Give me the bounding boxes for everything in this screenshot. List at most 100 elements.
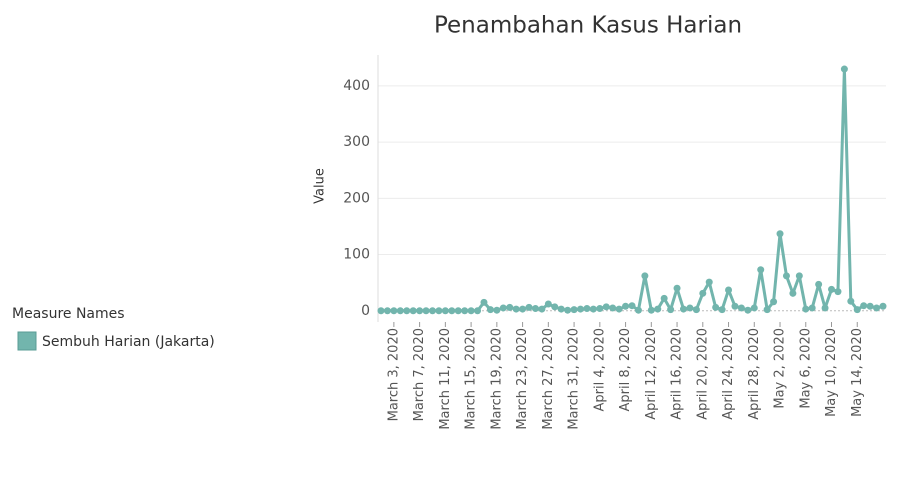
point (564, 306, 572, 314)
y-tick-label: 0 (361, 303, 370, 319)
point (782, 272, 790, 280)
x-tick-label: March 15, 2020 (464, 328, 479, 430)
point (416, 307, 424, 315)
x-tick-label: April 16, 2020 (670, 328, 685, 420)
legend-swatch (17, 331, 37, 351)
point (873, 304, 881, 312)
point (493, 306, 501, 314)
point (525, 303, 533, 311)
y-tick-label: 400 (343, 78, 370, 94)
point (512, 305, 520, 313)
point (544, 300, 552, 308)
point (634, 306, 642, 314)
point (486, 306, 494, 314)
point (660, 294, 668, 302)
point (705, 278, 713, 286)
point (551, 303, 559, 311)
point (377, 307, 385, 315)
x-tick-label: March 7, 2020 (412, 328, 427, 421)
point (403, 307, 411, 315)
point (409, 307, 417, 315)
point (699, 289, 707, 297)
line (381, 67, 884, 313)
x-tick-label: May 6, 2020 (798, 328, 813, 409)
point (667, 306, 675, 314)
point (448, 307, 456, 315)
x-tick-label: April 4, 2020 (592, 328, 607, 411)
point (589, 305, 597, 313)
point (776, 230, 784, 238)
x-tick-label: April 28, 2020 (747, 328, 762, 420)
point (383, 307, 391, 315)
x-tick-label: April 8, 2020 (618, 328, 633, 411)
chart-title: Penambahan Kasus Harian (434, 13, 742, 39)
x-tick-label: May 2, 2020 (773, 328, 788, 409)
point (654, 305, 662, 313)
point (647, 306, 655, 314)
point (396, 307, 404, 315)
point (583, 305, 591, 313)
point (712, 303, 720, 311)
point (519, 305, 527, 313)
y-tick-label: 100 (343, 247, 370, 263)
x-tick-label: March 19, 2020 (489, 328, 504, 430)
point (840, 65, 848, 73)
point (808, 304, 816, 312)
point (692, 306, 700, 314)
point (795, 272, 803, 280)
point (428, 307, 436, 315)
x-tick-label: March 3, 2020 (386, 328, 401, 421)
point (725, 286, 733, 294)
point (815, 280, 823, 288)
point (763, 306, 771, 314)
point (641, 272, 649, 280)
point (847, 297, 855, 305)
point (557, 305, 565, 313)
point (821, 304, 829, 312)
x-tick-label: April 12, 2020 (644, 328, 659, 420)
point (737, 304, 745, 312)
point (596, 305, 604, 313)
point (506, 303, 514, 311)
x-tick-label: March 31, 2020 (567, 328, 582, 430)
point (750, 304, 758, 312)
x-tick-label: April 20, 2020 (695, 328, 710, 420)
point (609, 304, 617, 312)
point (531, 305, 539, 313)
legend-label: Sembuh Harian (Jakarta) (42, 334, 215, 350)
point (770, 298, 778, 306)
point (686, 304, 694, 312)
x-tick-label: May 14, 2020 (850, 328, 865, 417)
point (802, 305, 810, 313)
y-tick-label: 200 (343, 190, 370, 206)
point (853, 306, 861, 314)
x-tick-label: March 23, 2020 (515, 328, 530, 430)
point (628, 302, 636, 310)
point (499, 304, 507, 312)
point (441, 307, 449, 315)
y-tick-label: 300 (343, 134, 370, 150)
point (538, 305, 546, 313)
y-axis-label: Value (313, 168, 328, 204)
point (673, 284, 681, 292)
point (454, 307, 462, 315)
x-tick-label: May 10, 2020 (824, 328, 839, 417)
point (602, 303, 610, 311)
x-tick-label: March 11, 2020 (438, 328, 453, 430)
point (615, 305, 623, 313)
x-tick-label: April 24, 2020 (721, 328, 736, 420)
point (860, 302, 868, 310)
legend-title: Measure Names (12, 306, 125, 322)
point (866, 302, 874, 310)
x-tick-label: March 27, 2020 (541, 328, 556, 430)
point (718, 306, 726, 314)
point (828, 285, 836, 293)
point (834, 288, 842, 296)
point (390, 307, 398, 315)
point (467, 307, 475, 315)
point (461, 307, 469, 315)
point (570, 306, 578, 314)
point (435, 307, 443, 315)
point (474, 307, 482, 315)
